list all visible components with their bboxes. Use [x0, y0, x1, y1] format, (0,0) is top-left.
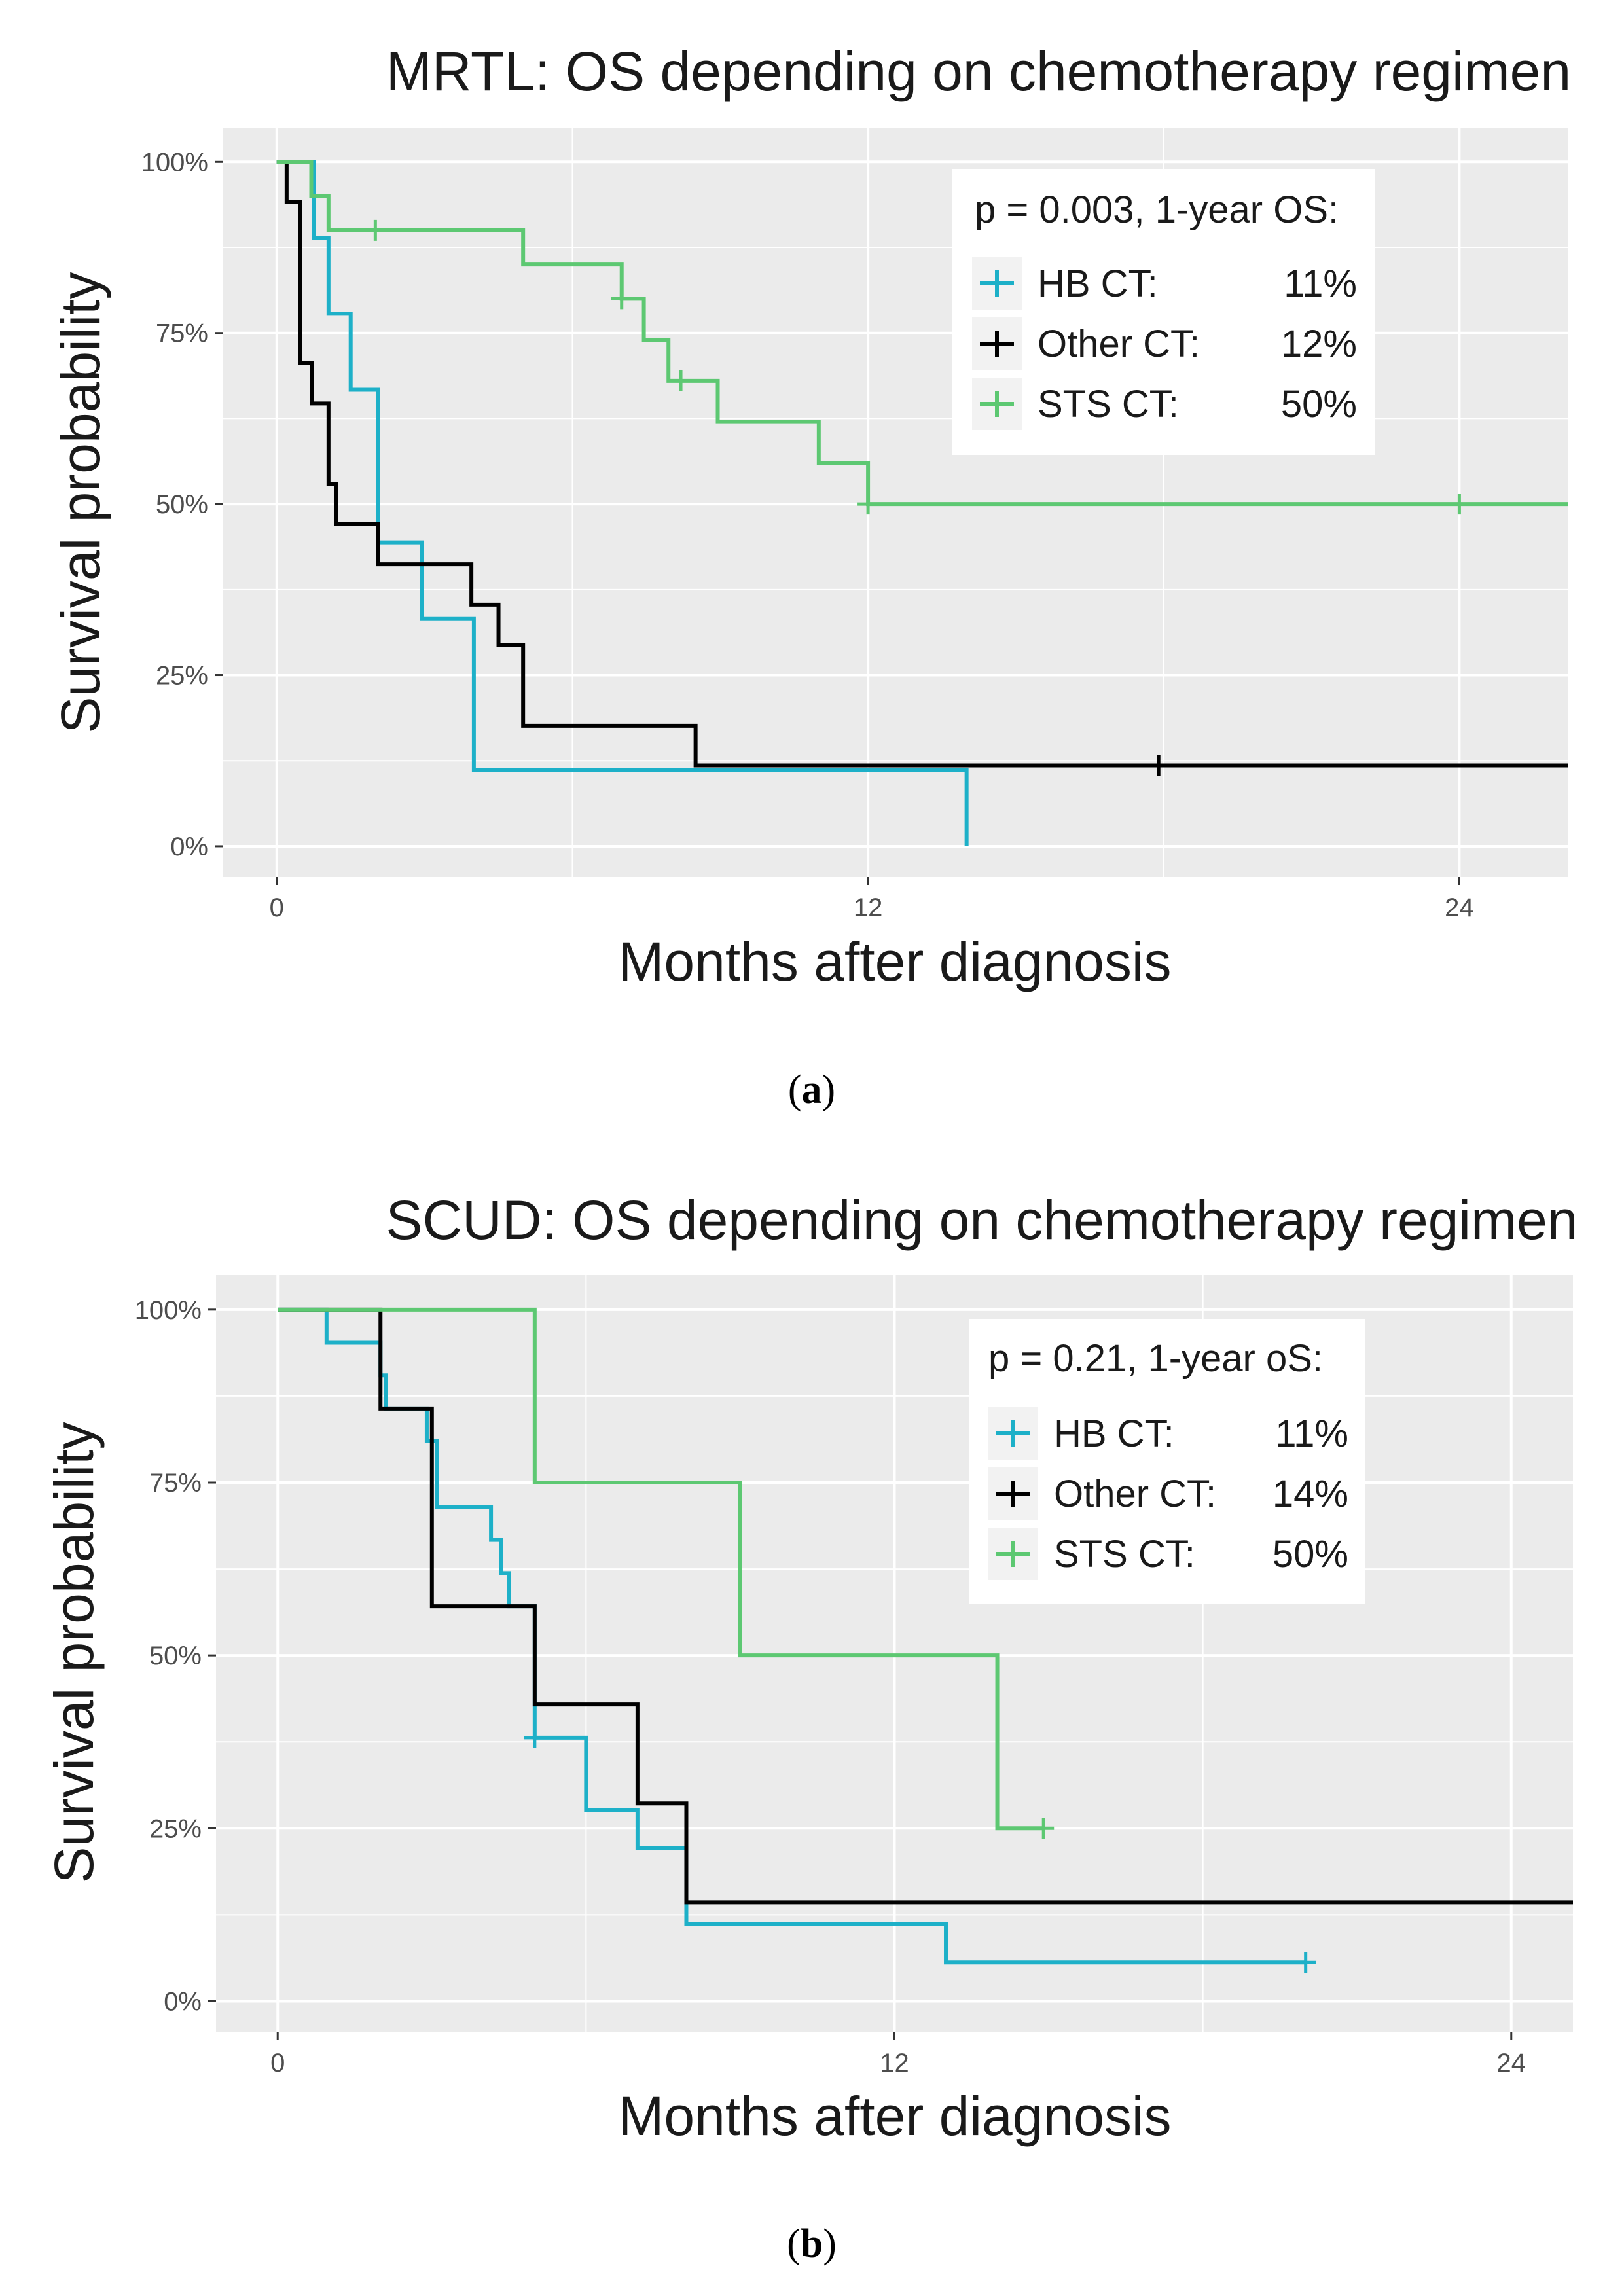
x-axis-ticks: 0 12 24	[270, 2032, 1526, 2078]
chart-panel-b: SCUD: OS depending on chemotherapy regim…	[43, 1189, 1578, 2266]
censor-mark	[524, 1727, 545, 1748]
panel-caption: (a)	[788, 1068, 835, 1112]
legend-item-sts-ct: STS CT: 50%	[988, 1528, 1348, 1580]
legend-key-symbol	[996, 1481, 1030, 1507]
caption-open: (	[788, 1068, 802, 1112]
series-other-ct	[278, 1307, 1573, 1905]
survival-curve-hb-ct	[278, 1307, 1306, 1965]
x-tick-label: 24	[1445, 893, 1474, 922]
y-axis-ticks: 0% 25% 50% 75% 100%	[141, 148, 223, 861]
survival-curve-sts-ct	[278, 1307, 1044, 1831]
caption-label: b	[801, 2222, 823, 2266]
y-axis-ticks: 0% 25% 50% 75% 100%	[135, 1296, 216, 2016]
series-sts-ct	[278, 1307, 1055, 1839]
legend-key-symbol	[980, 331, 1014, 357]
series-hb-ct	[278, 1307, 1316, 1973]
legend-key-symbol	[996, 1420, 1030, 1447]
y-tick-label: 25%	[156, 662, 208, 691]
legend-item-sts-ct: STS CT: 50%	[972, 378, 1357, 430]
series-sts-ct	[276, 160, 1568, 515]
x-tick-label: 24	[1497, 2049, 1526, 2078]
caption-open: (	[787, 2222, 801, 2266]
legend-label: STS CT:	[1038, 383, 1179, 425]
legend-rows: HB CT: 11% Other CT: 12% STS CT: 50%	[972, 257, 1357, 430]
x-tick-label: 12	[854, 893, 883, 922]
y-axis-title: Survival probability	[50, 272, 111, 734]
censor-mark	[1295, 1952, 1316, 1973]
legend-value: 11%	[1275, 1412, 1348, 1455]
x-tick-label: 0	[270, 2049, 285, 2078]
chart-title: MRTL: OS depending on chemotherapy regim…	[386, 41, 1571, 102]
legend-title: p = 0.003, 1-year OS:	[975, 189, 1339, 231]
legend-label: Other CT:	[1038, 323, 1200, 365]
survival-curve-other-ct	[276, 160, 1568, 768]
legend-value: 50%	[1281, 383, 1357, 425]
legend-rows: HB CT: 11% Other CT: 14% STS CT: 50%	[988, 1407, 1348, 1580]
censor-mark	[365, 219, 386, 241]
legend-title: p = 0.21, 1-year oS:	[988, 1337, 1323, 1380]
y-tick-label: 100%	[135, 1296, 202, 1325]
legend-item-other-ct: Other CT: 14%	[988, 1467, 1348, 1520]
caption-close: )	[822, 1068, 836, 1112]
y-tick-label: 50%	[156, 490, 208, 519]
survival-curve-sts-ct	[276, 160, 1568, 507]
censor-mark	[1449, 494, 1470, 515]
censor-mark	[670, 370, 692, 391]
caption-label: a	[802, 1068, 822, 1112]
caption-close: )	[823, 2222, 837, 2266]
censor-mark	[611, 288, 632, 310]
censor-mark	[1148, 755, 1170, 776]
y-tick-label: 50%	[149, 1642, 202, 1670]
survival-curve-other-ct	[278, 1307, 1573, 1905]
series-layer	[278, 1307, 1573, 1973]
series-hb-ct	[276, 160, 969, 846]
y-tick-label: 100%	[141, 148, 208, 177]
y-tick-label: 0%	[164, 1987, 202, 2016]
legend-value: 12%	[1281, 323, 1357, 365]
y-tick-label: 75%	[156, 319, 208, 348]
legend-value: 50%	[1272, 1533, 1348, 1575]
x-tick-label: 0	[270, 893, 284, 922]
x-axis-title: Months after diagnosis	[618, 2085, 1171, 2147]
series-other-ct	[276, 160, 1568, 776]
legend-key-symbol	[980, 270, 1014, 297]
legend-value: 14%	[1272, 1473, 1348, 1515]
censor-mark	[857, 494, 879, 515]
survival-curve-hb-ct	[276, 160, 969, 846]
legend-key-symbol	[996, 1541, 1030, 1567]
series-layer	[276, 160, 1568, 846]
legend-label: HB CT:	[1054, 1412, 1174, 1455]
x-axis-ticks: 0 12 24	[270, 877, 1474, 922]
legend-item-other-ct: Other CT: 12%	[972, 317, 1357, 370]
censor-mark	[1033, 1818, 1055, 1839]
legend-label: HB CT:	[1038, 262, 1158, 305]
legend: p = 0.21, 1-year oS: HB CT: 11% Other CT: 1…	[969, 1319, 1365, 1604]
legend-item-hb-ct: HB CT: 11%	[988, 1407, 1348, 1460]
legend-key-symbol	[980, 391, 1014, 417]
legend-label: STS CT:	[1054, 1533, 1195, 1575]
x-axis-title: Months after diagnosis	[618, 931, 1171, 992]
legend-box	[952, 169, 1375, 455]
x-tick-label: 12	[880, 2049, 909, 2078]
y-tick-label: 75%	[149, 1469, 202, 1498]
panel-caption: (b)	[787, 2222, 837, 2266]
chart-panel-a: MRTL: OS depending on chemotherapy regim…	[50, 41, 1571, 1112]
legend-item-hb-ct: HB CT: 11%	[972, 257, 1357, 310]
legend-label: Other CT:	[1054, 1473, 1216, 1515]
chart-title: SCUD: OS depending on chemotherapy regim…	[386, 1189, 1578, 1251]
y-tick-label: 25%	[149, 1814, 202, 1843]
y-axis-title: Survival probability	[43, 1422, 105, 1884]
legend: p = 0.003, 1-year OS: HB CT: 11% Other CT:…	[952, 169, 1375, 455]
legend-value: 11%	[1284, 262, 1357, 305]
y-tick-label: 0%	[170, 833, 208, 861]
